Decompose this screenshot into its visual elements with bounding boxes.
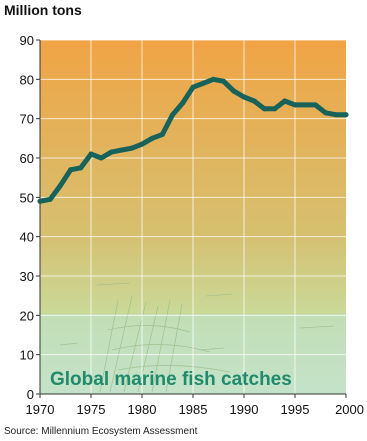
- data-point: [200, 80, 206, 86]
- data-point: [159, 131, 165, 137]
- data-point: [149, 135, 155, 141]
- data-point: [210, 76, 216, 82]
- y-tick-label: 20: [20, 308, 34, 323]
- data-point: [261, 106, 267, 112]
- x-tick-label: 1990: [230, 402, 259, 417]
- data-point: [323, 110, 329, 116]
- x-tick-label: 2000: [335, 402, 364, 417]
- data-point: [119, 147, 125, 153]
- x-tick-label: 1975: [77, 402, 106, 417]
- x-tick-label: 1995: [281, 402, 310, 417]
- data-point: [282, 98, 288, 104]
- fish-illustration: [59, 282, 335, 393]
- x-tick-label: 1970: [26, 402, 55, 417]
- data-point: [343, 112, 349, 118]
- y-tick-label: 40: [20, 230, 34, 245]
- data-point: [251, 98, 257, 104]
- data-point: [302, 102, 308, 108]
- data-point: [333, 112, 339, 118]
- data-point: [190, 84, 196, 90]
- data-point: [180, 100, 186, 106]
- x-axis: 1970 1975 1980 1985 1990 1995 2000: [26, 393, 364, 417]
- data-points: [37, 76, 349, 204]
- data-point: [139, 141, 145, 147]
- y-tick-label: 90: [20, 33, 34, 48]
- x-tick-label: 1985: [179, 402, 208, 417]
- data-point: [312, 102, 318, 108]
- source-note: Source: Millennium Ecosystem Assessment: [4, 426, 198, 437]
- y-tick-label: 60: [20, 151, 34, 166]
- data-point: [221, 78, 227, 84]
- y-axis: 0 10 20 30 40 50 60 70 80 90: [20, 33, 41, 402]
- y-tick-label: 50: [20, 190, 34, 205]
- data-point: [68, 167, 74, 173]
- y-tick-label: 80: [20, 72, 34, 87]
- data-point: [37, 198, 43, 204]
- data-point: [292, 102, 298, 108]
- data-point: [88, 151, 94, 157]
- data-point: [108, 149, 114, 155]
- data-point: [170, 112, 176, 118]
- y-axis-label: Million tons: [4, 2, 82, 18]
- data-point: [78, 165, 84, 171]
- chart-title: Global marine fish catches: [50, 369, 292, 390]
- y-tick-label: 30: [20, 269, 34, 284]
- data-point: [241, 94, 247, 100]
- data-point: [272, 106, 278, 112]
- data-point: [231, 88, 237, 94]
- grid: [40, 39, 346, 394]
- y-tick-label: 70: [20, 112, 34, 127]
- data-point: [57, 183, 63, 189]
- y-tick-label: 10: [20, 348, 34, 363]
- data-point: [129, 145, 135, 151]
- data-point: [98, 155, 104, 161]
- x-tick-label: 1980: [128, 402, 157, 417]
- y-tick-label: 0: [27, 387, 34, 402]
- data-point: [47, 196, 53, 202]
